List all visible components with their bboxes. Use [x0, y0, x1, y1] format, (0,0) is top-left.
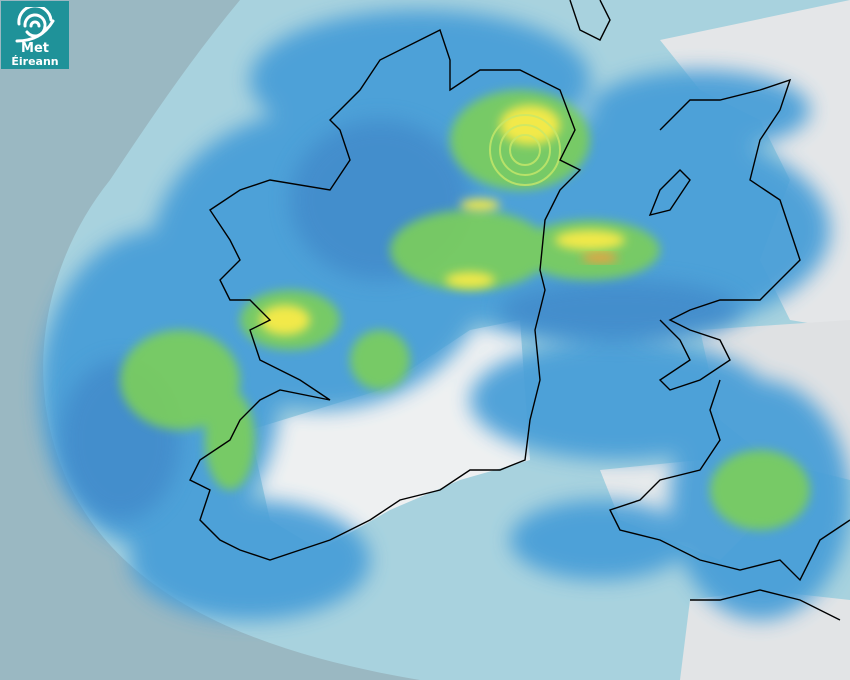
logo-text-eireann: Éireann — [11, 55, 59, 68]
logo-text-met: Met — [21, 41, 49, 56]
met-eireann-logo: Met Éireann — [1, 1, 69, 69]
radar-rings — [489, 114, 561, 186]
swirl-logo-icon — [15, 7, 55, 43]
rain-areas — [40, 10, 850, 620]
coastlines — [189, 0, 850, 621]
